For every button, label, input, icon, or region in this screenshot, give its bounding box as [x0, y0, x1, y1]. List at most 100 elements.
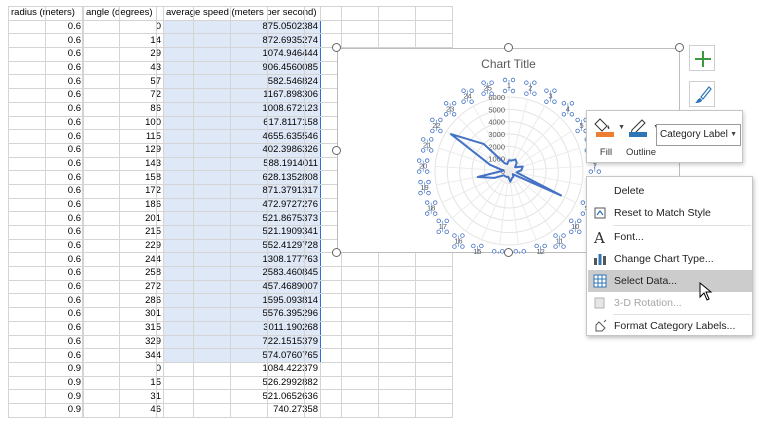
empty-cell[interactable] — [378, 402, 416, 418]
empty-cell[interactable] — [156, 115, 194, 131]
empty-cell[interactable] — [119, 266, 157, 281]
empty-cell[interactable] — [156, 361, 194, 377]
empty-cell[interactable] — [378, 334, 416, 350]
empty-cell[interactable] — [193, 279, 231, 295]
empty-cell[interactable] — [304, 88, 342, 103]
empty-cell[interactable] — [304, 334, 342, 350]
empty-cell[interactable] — [82, 74, 120, 90]
empty-cell[interactable] — [45, 183, 83, 199]
chart-element-select[interactable]: Category Label ▼ — [656, 124, 741, 146]
empty-cell[interactable] — [304, 19, 342, 35]
empty-cell[interactable] — [45, 225, 83, 240]
empty-cell[interactable] — [230, 279, 268, 295]
empty-cell[interactable] — [415, 320, 453, 336]
empty-cell[interactable] — [119, 334, 157, 350]
empty-cell[interactable] — [378, 375, 416, 391]
empty-cell[interactable] — [415, 389, 453, 404]
empty-cell[interactable] — [8, 307, 46, 322]
empty-cell[interactable] — [156, 197, 194, 213]
empty-cell[interactable] — [267, 101, 305, 117]
empty-cell[interactable] — [230, 170, 268, 185]
empty-cell[interactable] — [82, 101, 120, 117]
empty-cell[interactable] — [193, 320, 231, 336]
empty-cell[interactable] — [8, 170, 46, 185]
empty-cell[interactable] — [415, 361, 453, 377]
empty-cell[interactable] — [8, 348, 46, 363]
empty-cells[interactable] — [8, 6, 453, 418]
empty-cell[interactable] — [156, 402, 194, 418]
empty-cell[interactable] — [415, 19, 453, 35]
resize-handle-bc[interactable] — [504, 248, 513, 257]
empty-cell[interactable] — [230, 225, 268, 240]
empty-cell[interactable] — [119, 361, 157, 377]
empty-cell[interactable] — [156, 183, 194, 199]
empty-cell[interactable] — [119, 375, 157, 391]
empty-cell[interactable] — [415, 348, 453, 363]
empty-cell[interactable] — [45, 375, 83, 391]
empty-cell[interactable] — [82, 115, 120, 131]
chart-elements-button[interactable] — [689, 45, 715, 71]
empty-cell[interactable] — [415, 266, 453, 281]
empty-cell[interactable] — [378, 266, 416, 281]
empty-cell[interactable] — [82, 225, 120, 240]
menu-item-font[interactable]: A Font... — [588, 226, 752, 248]
empty-cell[interactable] — [230, 252, 268, 268]
empty-cell[interactable] — [193, 19, 231, 35]
empty-cell[interactable] — [230, 375, 268, 391]
empty-cell[interactable] — [230, 47, 268, 62]
empty-cell[interactable] — [82, 252, 120, 268]
empty-cell[interactable] — [193, 47, 231, 62]
empty-cell[interactable] — [193, 334, 231, 350]
empty-cell[interactable] — [230, 60, 268, 76]
empty-cell[interactable] — [193, 183, 231, 199]
empty-cell[interactable] — [156, 156, 194, 172]
empty-cell[interactable] — [156, 33, 194, 49]
empty-cell[interactable] — [82, 19, 120, 35]
empty-cell[interactable] — [230, 156, 268, 172]
empty-cell[interactable] — [8, 238, 46, 254]
empty-cell[interactable] — [156, 19, 194, 35]
empty-cell[interactable] — [156, 320, 194, 336]
empty-cell[interactable] — [304, 170, 342, 185]
empty-cell[interactable] — [156, 47, 194, 62]
empty-cell[interactable] — [119, 402, 157, 418]
empty-cell[interactable] — [82, 320, 120, 336]
empty-cell[interactable] — [119, 170, 157, 185]
empty-cell[interactable] — [8, 6, 46, 21]
empty-cell[interactable] — [45, 19, 83, 35]
empty-cell[interactable] — [119, 307, 157, 322]
empty-cell[interactable] — [119, 19, 157, 35]
empty-cell[interactable] — [8, 88, 46, 103]
empty-cell[interactable] — [415, 402, 453, 418]
empty-cell[interactable] — [8, 33, 46, 49]
empty-cell[interactable] — [156, 129, 194, 144]
empty-cell[interactable] — [304, 389, 342, 404]
empty-cell[interactable] — [119, 320, 157, 336]
empty-cell[interactable] — [341, 348, 379, 363]
empty-cell[interactable] — [119, 183, 157, 199]
empty-cell[interactable] — [156, 6, 194, 21]
empty-cell[interactable] — [82, 348, 120, 363]
empty-cell[interactable] — [304, 266, 342, 281]
empty-cell[interactable] — [267, 197, 305, 213]
empty-cell[interactable] — [45, 389, 83, 404]
empty-cell[interactable] — [8, 101, 46, 117]
menu-item-3d-rotation[interactable]: 3-D Rotation... — [588, 292, 752, 314]
empty-cell[interactable] — [193, 129, 231, 144]
series-line[interactable] — [449, 133, 562, 197]
empty-cell[interactable] — [82, 293, 120, 309]
empty-cell[interactable] — [193, 389, 231, 404]
empty-cell[interactable] — [8, 320, 46, 336]
chart-title[interactable]: Chart Title — [481, 57, 536, 71]
empty-cell[interactable] — [304, 211, 342, 226]
empty-cell[interactable] — [82, 6, 120, 21]
empty-cell[interactable] — [341, 279, 379, 295]
empty-cell[interactable] — [378, 19, 416, 35]
empty-cell[interactable] — [119, 238, 157, 254]
empty-cell[interactable] — [156, 142, 194, 158]
empty-cell[interactable] — [304, 279, 342, 295]
empty-cell[interactable] — [267, 402, 305, 418]
empty-cell[interactable] — [193, 60, 231, 76]
empty-cell[interactable] — [267, 156, 305, 172]
empty-cell[interactable] — [267, 142, 305, 158]
